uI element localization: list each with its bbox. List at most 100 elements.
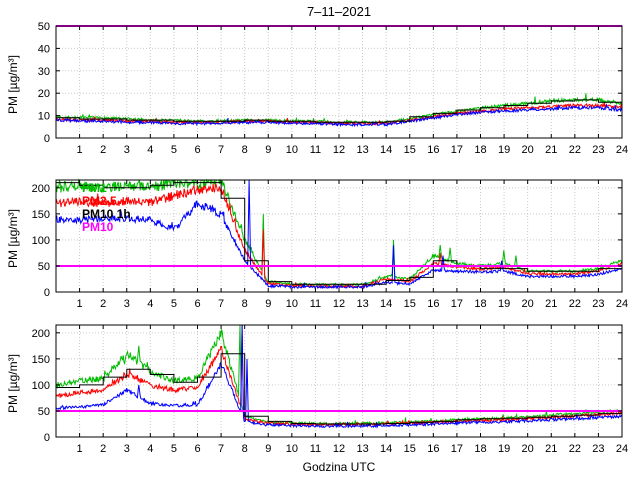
x-tick-label: 14 <box>380 298 392 310</box>
x-tick-label: 20 <box>522 298 534 310</box>
y-tick-label: 100 <box>32 235 50 247</box>
y-tick-label: 0 <box>44 133 50 145</box>
x-tick-label: 24 <box>616 443 628 455</box>
y-tick-label: 0 <box>44 432 50 444</box>
x-tick-label: 23 <box>592 298 604 310</box>
x-tick-label: 21 <box>545 144 557 156</box>
x-tick-label: 6 <box>194 144 200 156</box>
x-tick-label: 3 <box>124 144 130 156</box>
x-tick-label: 18 <box>474 144 486 156</box>
y-axis-label-zarnowska: PM [µg/m³] <box>6 209 20 269</box>
y-tick-label: 50 <box>38 261 50 273</box>
station-label-zawale: Zawale <box>577 331 616 345</box>
x-tick-label: 13 <box>356 443 368 455</box>
legend-item-pm1: PM1 <box>82 181 107 195</box>
x-tick-label: 8 <box>242 144 248 156</box>
y-tick-label: 100 <box>32 380 50 392</box>
legend: PM1 PM2.5 PM10 1h PM10 <box>82 182 131 234</box>
x-tick-label: 1 <box>77 144 83 156</box>
legend-item-pm10: PM10 <box>82 220 114 234</box>
x-tick-label: 21 <box>545 443 557 455</box>
y-tick-label: 50 <box>38 21 50 33</box>
y-axis-label-niebylecka: PM [µg/m³] <box>6 55 20 115</box>
x-tick-label: 11 <box>310 144 321 156</box>
station-label-zarnowska: g. Zarnowska <box>543 186 616 200</box>
x-tick-label: 22 <box>569 298 581 310</box>
x-tick-label: 18 <box>474 443 486 455</box>
x-tick-label: 8 <box>242 298 248 310</box>
x-tick-label: 20 <box>522 144 534 156</box>
y-tick-label: 40 <box>38 43 50 55</box>
x-tick-label: 14 <box>380 144 392 156</box>
x-tick-label: 11 <box>310 298 321 310</box>
x-tick-label: 9 <box>265 144 271 156</box>
x-tick-label: 2 <box>100 144 106 156</box>
x-tick-label: 12 <box>333 443 345 455</box>
x-tick-label: 10 <box>286 298 298 310</box>
x-tick-label: 18 <box>474 298 486 310</box>
x-tick-label: 3 <box>124 298 130 310</box>
x-tick-label: 22 <box>569 443 581 455</box>
x-tick-label: 15 <box>404 443 416 455</box>
x-tick-label: 24 <box>616 298 628 310</box>
x-tick-label: 11 <box>310 443 321 455</box>
x-tick-label: 7 <box>218 298 224 310</box>
y-tick-label: 50 <box>38 406 50 418</box>
y-tick-label: 150 <box>32 209 50 221</box>
x-tick-label: 5 <box>171 443 177 455</box>
y-tick-label: 200 <box>32 183 50 195</box>
x-tick-label: 15 <box>404 144 416 156</box>
x-tick-label: 12 <box>333 144 345 156</box>
x-tick-label: 3 <box>124 443 130 455</box>
x-tick-label: 16 <box>427 144 439 156</box>
figure-title: 7–11–2021 <box>306 4 372 19</box>
x-tick-label: 4 <box>147 298 153 310</box>
x-tick-label: 13 <box>356 298 368 310</box>
x-tick-label: 10 <box>286 443 298 455</box>
y-tick-label: 200 <box>32 328 50 340</box>
x-tick-label: 16 <box>427 443 439 455</box>
x-tick-label: 20 <box>522 443 534 455</box>
legend-item-pm10-1h: PM10 1h <box>82 207 131 221</box>
x-tick-label: 14 <box>380 443 392 455</box>
x-tick-label: 23 <box>592 144 604 156</box>
y-tick-label: 150 <box>32 354 50 366</box>
x-tick-label: 23 <box>592 443 604 455</box>
x-tick-label: 16 <box>427 298 439 310</box>
x-tick-label: 8 <box>242 443 248 455</box>
x-tick-label: 9 <box>265 443 271 455</box>
x-tick-label: 21 <box>545 298 557 310</box>
x-tick-label: 5 <box>171 144 177 156</box>
y-tick-label: 20 <box>38 88 50 100</box>
x-tick-label: 1 <box>77 443 83 455</box>
x-tick-label: 5 <box>171 298 177 310</box>
x-tick-label: 4 <box>147 443 153 455</box>
x-tick-label: 24 <box>616 144 628 156</box>
x-tick-label: 17 <box>451 298 463 310</box>
x-tick-label: 17 <box>451 443 463 455</box>
y-tick-label: 30 <box>38 66 50 78</box>
x-tick-label: 13 <box>356 144 368 156</box>
x-tick-label: 2 <box>100 298 106 310</box>
y-tick-label: 10 <box>38 111 50 123</box>
x-tick-label: 17 <box>451 144 463 156</box>
x-tick-label: 15 <box>404 298 416 310</box>
station-label-niebylecka: g. Niebylecka <box>543 32 616 46</box>
x-tick-label: 7 <box>218 144 224 156</box>
plot-area-zawale: 1 2 3 4 5 6 7 8 9 10 11 12 13 14 15 16 17 18 19 20 21 22 23 240… <box>32 324 628 455</box>
x-tick-label: 7 <box>218 443 224 455</box>
x-tick-label: 10 <box>286 144 298 156</box>
x-tick-label: 6 <box>194 298 200 310</box>
x-tick-label: 19 <box>498 443 510 455</box>
x-tick-label: 9 <box>265 298 271 310</box>
x-tick-label: 12 <box>333 298 345 310</box>
legend-item-pm25: PM2.5 <box>82 194 117 208</box>
x-tick-label: 19 <box>498 298 510 310</box>
y-tick-label: 0 <box>44 287 50 299</box>
x-tick-label: 6 <box>194 443 200 455</box>
x-tick-label: 4 <box>147 144 153 156</box>
y-axis-label-zawale: PM [µg/m³] <box>6 354 20 414</box>
x-tick-label: 22 <box>569 144 581 156</box>
x-tick-label: 1 <box>77 298 83 310</box>
